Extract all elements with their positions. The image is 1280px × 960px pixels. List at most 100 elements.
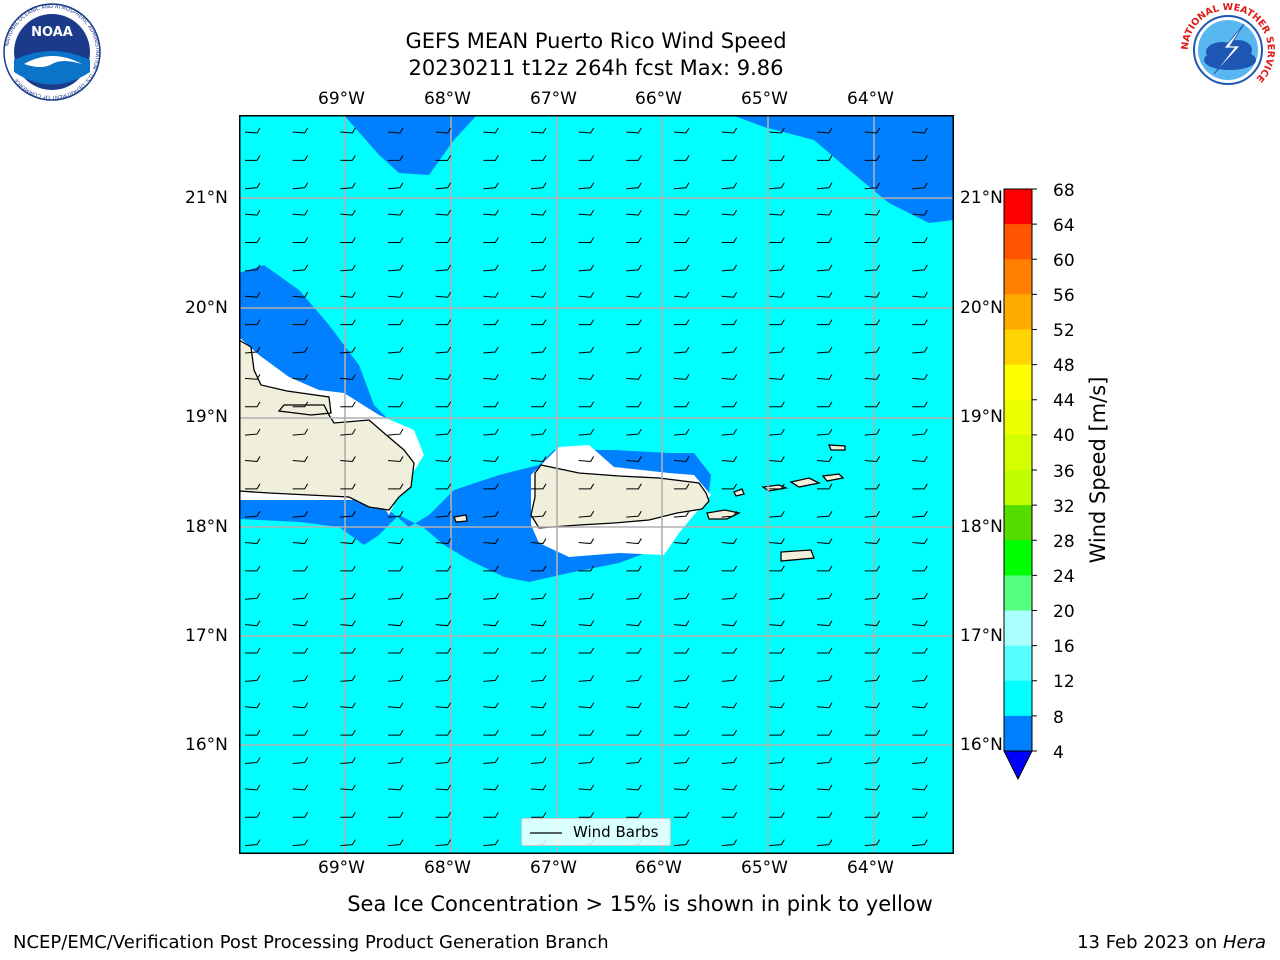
wind-barb bbox=[912, 729, 928, 736]
wind-barb bbox=[340, 620, 356, 627]
wind-barb bbox=[578, 620, 595, 627]
wind-barb bbox=[388, 812, 404, 818]
wind-barb bbox=[387, 620, 404, 627]
wind-barb bbox=[245, 319, 261, 326]
wind-barb bbox=[388, 647, 404, 654]
band-north-east bbox=[732, 115, 954, 223]
wind-barb bbox=[292, 510, 309, 518]
map-frame bbox=[239, 115, 954, 854]
lon-label-top: 65°W bbox=[741, 89, 788, 109]
wind-barb bbox=[673, 675, 690, 682]
wind-barb bbox=[817, 237, 833, 243]
wind-barb bbox=[864, 428, 881, 436]
wind-barb bbox=[435, 593, 452, 600]
wind-barb bbox=[817, 155, 833, 161]
wind-barb bbox=[673, 374, 690, 380]
lon-label-top: 64°W bbox=[847, 89, 894, 109]
wind-barb bbox=[340, 510, 356, 518]
wind-barb bbox=[912, 538, 928, 545]
wind-barb bbox=[769, 593, 785, 600]
wind-barb bbox=[530, 757, 547, 765]
wind-barb bbox=[435, 291, 452, 298]
wind-barb bbox=[483, 401, 499, 408]
wind-barb bbox=[816, 839, 833, 847]
wind-barb bbox=[578, 538, 595, 545]
wind-barb bbox=[340, 565, 356, 572]
wind-barb bbox=[244, 264, 261, 272]
wind-barb bbox=[674, 319, 690, 326]
wind-barb bbox=[626, 456, 642, 462]
wind-barb bbox=[721, 127, 738, 134]
wind-barb bbox=[578, 291, 595, 298]
wind-barb bbox=[912, 155, 928, 161]
wind-barb bbox=[721, 839, 738, 847]
wind-barb bbox=[721, 675, 738, 682]
wind-barb bbox=[388, 565, 404, 572]
sea-ice-note-text: Sea Ice Concentration > 15% is shown in … bbox=[347, 892, 933, 916]
wind-barb bbox=[673, 510, 690, 518]
wind-barb bbox=[817, 319, 833, 326]
wind-barb bbox=[578, 565, 595, 572]
wind-barb bbox=[864, 647, 881, 654]
wind-barb bbox=[912, 510, 928, 518]
chart-title-line2: 20230211 t12z 264h fcst Max: 9.86 bbox=[408, 56, 784, 80]
wind-barb bbox=[769, 182, 785, 190]
footer-date-text: 13 Feb 2023 on bbox=[1077, 932, 1223, 953]
wind-barb bbox=[483, 538, 499, 545]
wind-barb bbox=[864, 839, 881, 847]
lat-label-left: 17°N bbox=[185, 626, 228, 646]
lon-label-bottom: 65°W bbox=[741, 858, 788, 878]
wind-barb bbox=[435, 346, 452, 354]
wind-barb bbox=[626, 565, 642, 572]
wind-barb bbox=[912, 647, 928, 654]
wind-barb bbox=[817, 647, 833, 654]
wind-barb bbox=[292, 346, 309, 354]
wind-barb bbox=[244, 757, 261, 765]
wind-barb bbox=[864, 182, 881, 190]
wind-barb bbox=[292, 319, 309, 326]
wind-barb bbox=[673, 291, 690, 298]
wind-barb bbox=[817, 565, 833, 572]
wind-barb bbox=[673, 346, 690, 354]
wind-barb bbox=[483, 839, 499, 847]
colorbar bbox=[996, 180, 1076, 790]
wind-barb bbox=[578, 209, 595, 216]
wind-barb bbox=[912, 264, 928, 272]
wind-barb bbox=[483, 784, 499, 791]
wind-barb bbox=[626, 702, 642, 709]
lat-label-right: 16°N bbox=[960, 735, 1003, 755]
wind-barb bbox=[530, 264, 547, 272]
colorbar-segment bbox=[1004, 610, 1032, 647]
wind-barb bbox=[340, 428, 356, 436]
wind-barb bbox=[340, 209, 356, 216]
wind-barb bbox=[673, 620, 690, 627]
footer-host: Hera bbox=[1222, 932, 1266, 953]
wind-barb bbox=[721, 155, 738, 161]
wind-barb bbox=[626, 319, 642, 326]
wind-barb bbox=[626, 291, 642, 298]
wind-barb bbox=[244, 593, 261, 600]
wind-barb bbox=[530, 510, 547, 518]
wind-barb bbox=[912, 812, 928, 818]
wind-barb bbox=[387, 593, 404, 600]
wind-barb bbox=[483, 565, 499, 572]
wind-barb bbox=[816, 784, 833, 791]
wind-barb bbox=[530, 374, 547, 380]
lon-label-top: 66°W bbox=[635, 89, 682, 109]
wind-barb bbox=[721, 291, 738, 298]
wind-barb bbox=[244, 291, 261, 298]
lat-label-left: 19°N bbox=[185, 407, 228, 427]
lat-label-right: 17°N bbox=[960, 626, 1003, 646]
wind-barb bbox=[244, 538, 261, 545]
lat-label-left: 20°N bbox=[185, 298, 228, 318]
colorbar-tick: 4 bbox=[1053, 743, 1064, 763]
colorbar-tick: 8 bbox=[1053, 708, 1064, 728]
wind-barb bbox=[721, 346, 738, 354]
wind-barb bbox=[769, 647, 785, 654]
wind-barb bbox=[530, 127, 547, 134]
lat-label-left: 18°N bbox=[185, 517, 228, 537]
chart-title-line1: GEFS MEAN Puerto Rico Wind Speed bbox=[405, 29, 787, 53]
wind-barb bbox=[912, 237, 928, 243]
lat-label-left: 21°N bbox=[185, 188, 228, 208]
wind-barb bbox=[435, 538, 452, 545]
